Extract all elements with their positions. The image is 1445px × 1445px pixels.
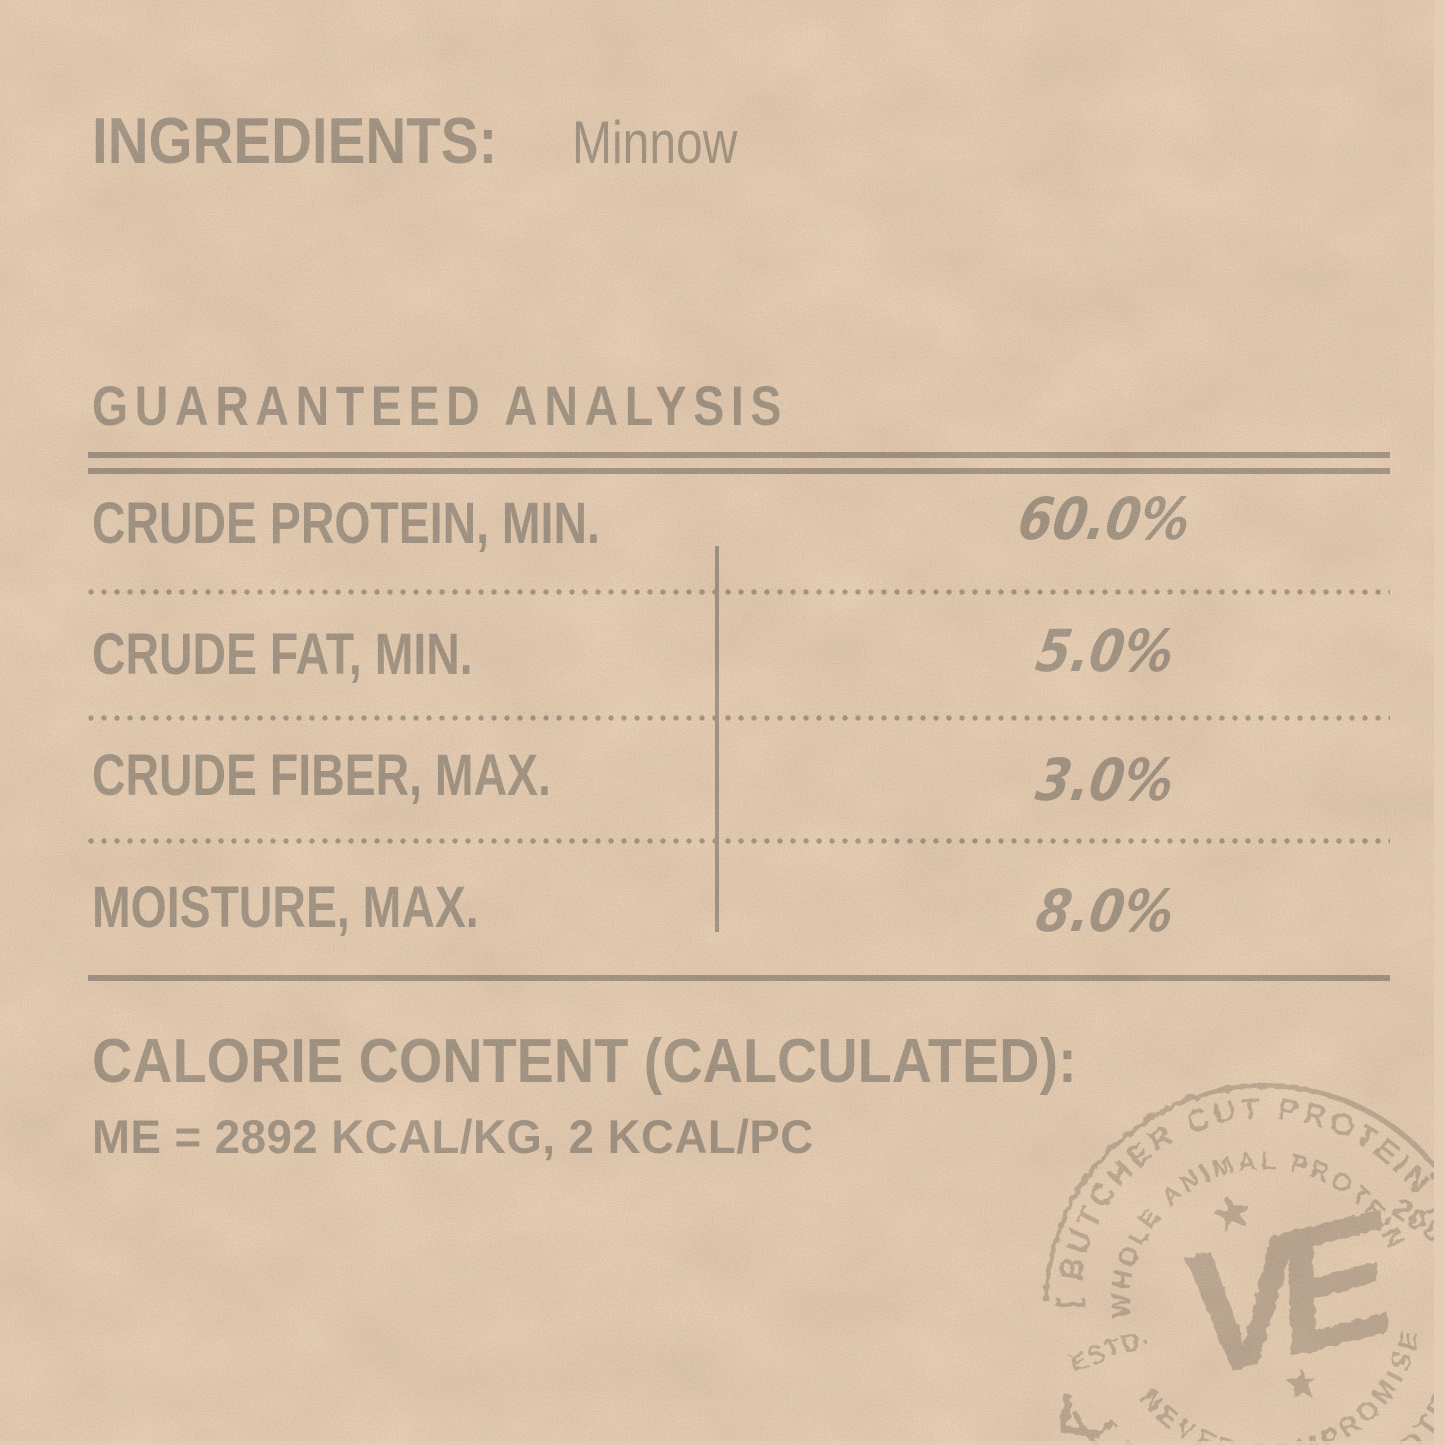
double-rule-top xyxy=(88,452,1390,458)
ingredients-label: INGREDIENTS: xyxy=(92,104,498,177)
stamp-estd-text: ESTD. xyxy=(1066,1322,1154,1378)
analysis-row-label: CRUDE PROTEIN, MIN. xyxy=(92,491,600,556)
dotted-separator xyxy=(88,715,1390,721)
panel-edge-right xyxy=(1434,0,1445,1445)
analysis-row-value: 8.0% xyxy=(1031,877,1179,945)
dotted-separator xyxy=(88,838,1390,844)
analysis-row-label: CRUDE FAT, MIN. xyxy=(92,622,473,687)
analysis-row-label: MOISTURE, MAX. xyxy=(92,875,479,940)
ingredients-value: Minnow xyxy=(571,109,738,176)
calorie-content-value: ME = 2892 KCAL/KG, 2 KCAL/PC xyxy=(92,1110,814,1163)
calorie-content-title: CALORIE CONTENT (CALCULATED): xyxy=(92,1027,1077,1096)
panel-edge-bottom xyxy=(0,1441,1445,1445)
dotted-separator xyxy=(88,589,1390,595)
ingredients-line: INGREDIENTS: Minnow xyxy=(92,108,779,173)
ve-monogram: VE xyxy=(1182,1169,1389,1420)
double-rule-bottom xyxy=(88,468,1390,474)
table-bottom-rule xyxy=(88,975,1390,981)
column-divider xyxy=(715,546,719,932)
analysis-row-value: 3.0% xyxy=(1031,746,1179,814)
analysis-row-value: 5.0% xyxy=(1031,617,1179,685)
analysis-row-label: CRUDE FIBER, MAX. xyxy=(92,743,551,808)
analysis-row-value: 60.0% xyxy=(1014,485,1196,553)
guaranteed-analysis-title: GUARANTEED ANALYSIS xyxy=(92,374,789,437)
